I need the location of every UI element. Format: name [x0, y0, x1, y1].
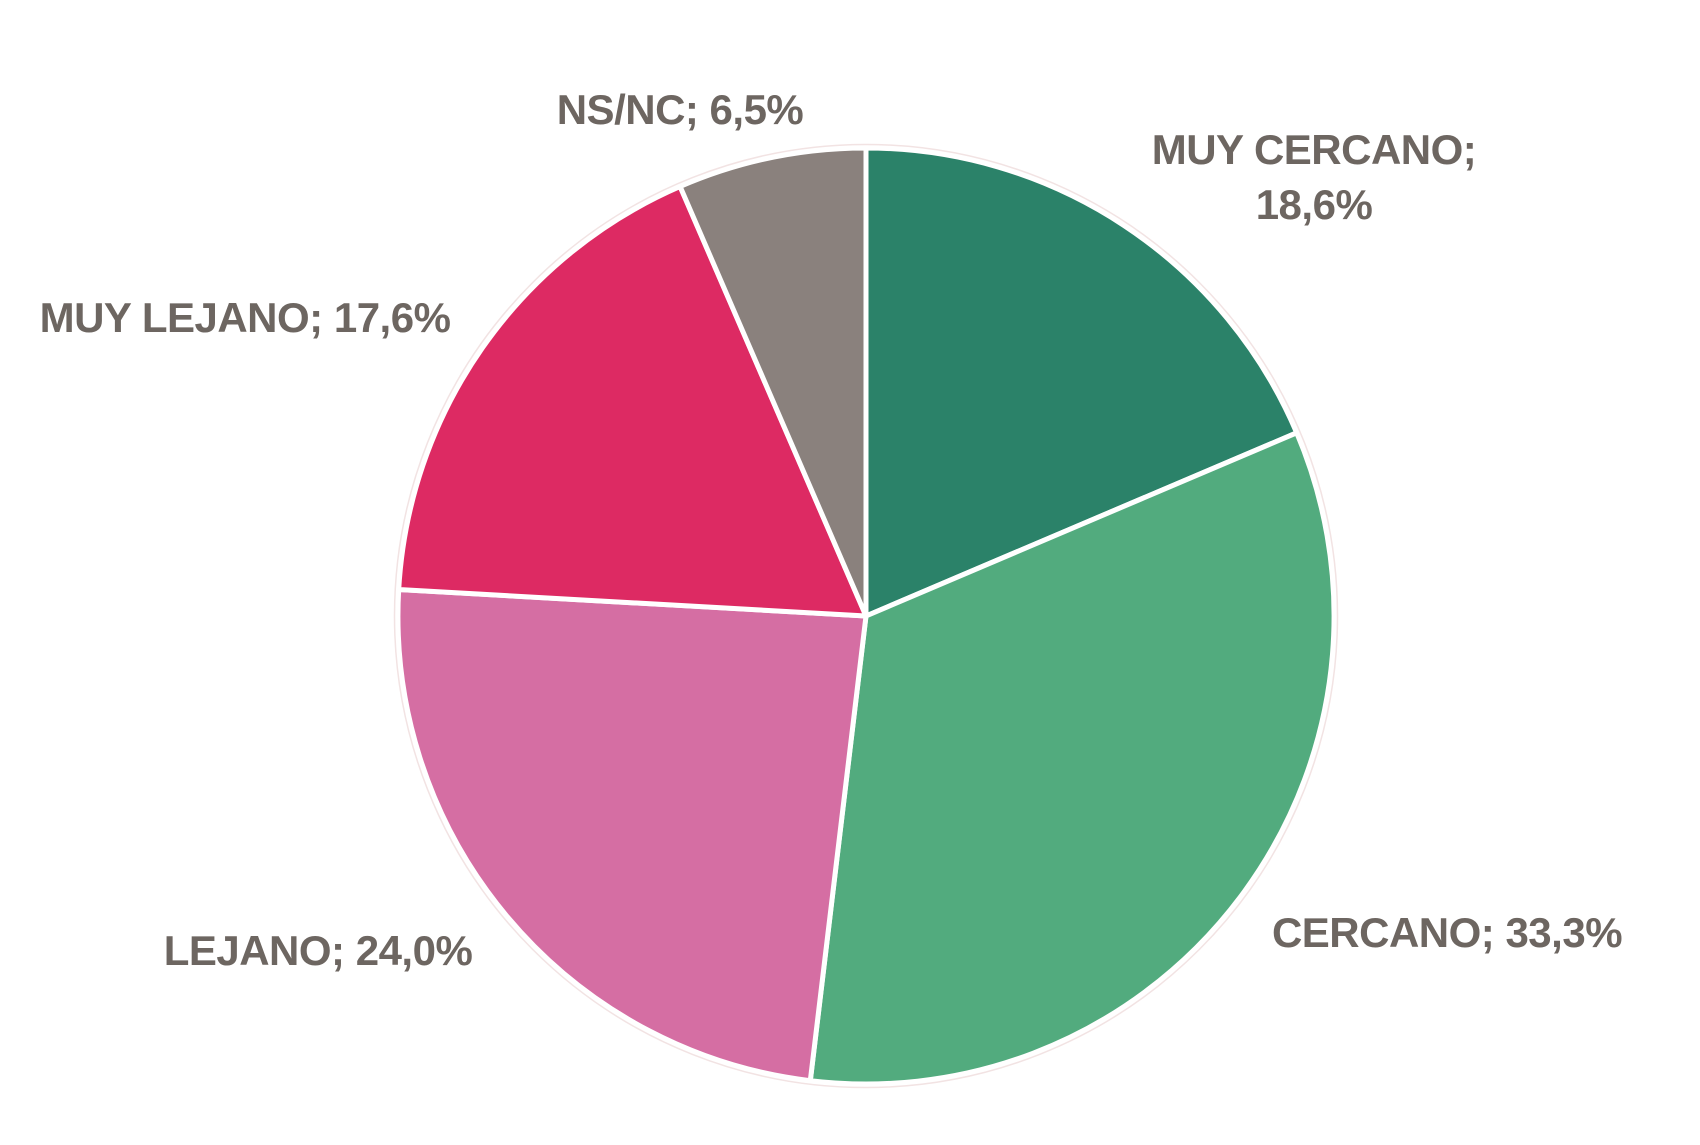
slice-label-ns-nc: NS/NC; 6,5%: [557, 83, 804, 138]
slice-label-text: NS/NC; 6,5%: [556, 86, 804, 133]
slice-label-cercano: CERCANO; 33,3%: [1271, 906, 1623, 961]
pie-slice-ns-nc: [677, 145, 869, 619]
slice-label-lejano: LEJANO; 24,0%: [164, 924, 473, 979]
slice-label-value: 18,6%: [1255, 180, 1373, 228]
slice-label-text: MUY CERCANO;: [1151, 126, 1477, 173]
pie-slice-muy-lejano: [396, 184, 869, 619]
slice-label-text: MUY LEJANO; 17,6%: [39, 294, 451, 341]
pie-slice-muy-cercano: [863, 145, 1300, 619]
slice-label-muy-lejano: MUY LEJANO; 17,6%: [40, 291, 451, 346]
slice-label-text: CERCANO; 33,3%: [1271, 909, 1623, 956]
pie-slice-cercano: [807, 430, 1337, 1087]
slice-label-text: LEJANO; 24,0%: [163, 927, 473, 974]
pie-outline: [393, 143, 1339, 1089]
pie-slice-lejano: [395, 587, 869, 1084]
slice-label-muy-cercano: MUY CERCANO; 18,6%: [1152, 123, 1477, 232]
